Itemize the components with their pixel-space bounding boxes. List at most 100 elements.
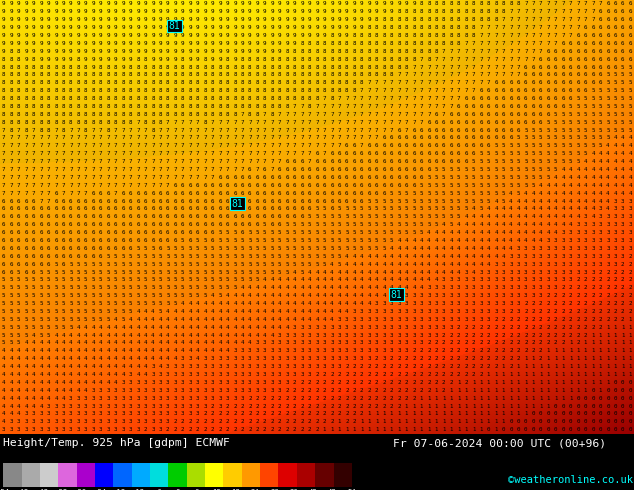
Text: 8: 8 [2,65,6,70]
Text: 6: 6 [420,144,423,148]
Text: 2: 2 [360,388,363,393]
Text: 5: 5 [315,262,319,267]
Text: 1: 1 [539,395,543,401]
Text: 2: 2 [450,364,453,369]
Text: 3: 3 [427,293,430,298]
Text: 9: 9 [285,1,289,6]
Text: 3: 3 [69,419,73,424]
Text: 3: 3 [301,325,304,330]
Text: 4: 4 [495,238,498,243]
Text: 1: 1 [547,356,550,361]
Text: 8: 8 [330,57,333,62]
Text: 3: 3 [107,404,110,409]
Text: 3: 3 [554,285,557,290]
Text: 1: 1 [434,412,438,416]
Text: 7: 7 [61,151,65,156]
Text: 8: 8 [77,80,80,85]
Text: 9: 9 [77,41,80,46]
Text: 2: 2 [442,348,446,353]
Text: 1: 1 [606,341,610,345]
Text: 9: 9 [54,17,58,22]
Text: 6: 6 [465,135,468,141]
Text: 7: 7 [188,127,192,133]
Text: 4: 4 [434,238,438,243]
Text: 6: 6 [434,112,438,117]
Text: 2: 2 [248,404,252,409]
Text: 7: 7 [271,167,274,172]
Text: 7: 7 [278,135,281,141]
Text: 5: 5 [531,167,535,172]
Text: 4: 4 [293,270,296,274]
Text: 0: 0 [517,419,520,424]
Text: 6: 6 [509,80,513,85]
Text: 3: 3 [479,309,483,314]
Text: 5: 5 [301,246,304,251]
Text: 4: 4 [531,191,535,196]
Text: 9: 9 [99,41,103,46]
Text: 5: 5 [77,317,80,322]
Text: 5: 5 [420,214,423,220]
Text: 7: 7 [442,88,446,93]
Text: 6: 6 [315,198,319,203]
Text: 5: 5 [285,270,289,274]
Text: 4: 4 [241,309,244,314]
Text: 3: 3 [420,293,423,298]
Text: 8: 8 [263,88,266,93]
Text: 4: 4 [256,325,259,330]
Text: 5: 5 [420,230,423,235]
Text: 7: 7 [479,65,483,70]
Text: 7: 7 [47,144,50,148]
Text: 9: 9 [69,9,73,14]
Text: 8: 8 [345,49,349,54]
Text: 6: 6 [315,151,319,156]
Text: 9: 9 [211,17,214,22]
Text: 0: 0 [606,419,610,424]
Text: 7: 7 [24,175,28,180]
Text: 8: 8 [465,1,468,6]
Text: 7: 7 [271,135,274,141]
Text: 4: 4 [248,293,252,298]
Text: 2: 2 [353,412,356,416]
Text: 4: 4 [196,325,200,330]
Text: 3: 3 [398,348,401,353]
Text: 7: 7 [218,144,222,148]
Text: 7: 7 [398,120,401,125]
Text: 7: 7 [10,135,13,141]
Text: 8: 8 [129,80,133,85]
Text: 6: 6 [218,214,222,220]
Text: 4: 4 [107,325,110,330]
Text: 9: 9 [32,1,36,6]
Text: 6: 6 [166,238,169,243]
Text: 8: 8 [17,65,20,70]
Text: 6: 6 [241,191,244,196]
Text: 2: 2 [561,341,565,345]
Text: 0: 0 [628,395,632,401]
Text: 6: 6 [606,49,610,54]
Text: 5: 5 [517,175,520,180]
Text: 7: 7 [166,151,169,156]
Text: 3: 3 [248,364,252,369]
Text: 3: 3 [517,246,520,251]
Text: 8: 8 [390,17,393,22]
Text: 7: 7 [114,183,117,188]
Text: 8: 8 [315,41,319,46]
Text: 9: 9 [69,33,73,38]
Text: 2: 2 [495,364,498,369]
Text: 6: 6 [495,80,498,85]
Text: 7: 7 [136,120,139,125]
Text: 7: 7 [465,57,468,62]
Text: 8: 8 [204,120,207,125]
Text: 3: 3 [457,293,460,298]
Text: 8: 8 [360,33,363,38]
Text: 1: 1 [442,427,446,432]
Text: 5: 5 [487,159,490,164]
Text: 5: 5 [69,262,73,267]
Text: 4: 4 [293,317,296,322]
Text: 5: 5 [368,238,371,243]
Text: 9: 9 [158,1,162,6]
Text: 5: 5 [434,183,438,188]
Text: 1: 1 [368,412,371,416]
Text: 4: 4 [144,325,147,330]
Text: 2: 2 [569,317,573,322]
Text: 4: 4 [569,222,573,227]
